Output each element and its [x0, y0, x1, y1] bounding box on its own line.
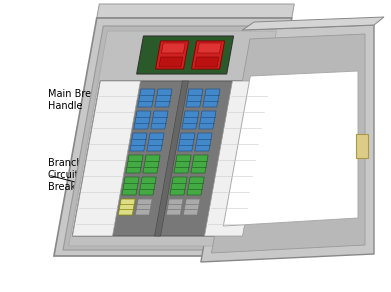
Polygon shape — [130, 133, 147, 151]
Polygon shape — [159, 57, 183, 67]
Polygon shape — [118, 199, 135, 215]
Polygon shape — [97, 4, 294, 18]
Polygon shape — [156, 41, 188, 69]
Polygon shape — [166, 199, 183, 215]
Polygon shape — [178, 133, 195, 151]
Polygon shape — [191, 155, 208, 173]
Polygon shape — [174, 155, 191, 173]
Polygon shape — [212, 34, 365, 253]
Text: Main Breaker
Handle: Main Breaker Handle — [48, 56, 181, 111]
Polygon shape — [72, 81, 140, 236]
Polygon shape — [126, 155, 143, 173]
Polygon shape — [192, 41, 224, 69]
Polygon shape — [197, 43, 221, 53]
Polygon shape — [63, 26, 282, 250]
Polygon shape — [54, 18, 292, 256]
Polygon shape — [186, 89, 203, 107]
Polygon shape — [154, 81, 188, 236]
Polygon shape — [151, 111, 168, 129]
Polygon shape — [137, 36, 233, 74]
Polygon shape — [72, 81, 271, 236]
Polygon shape — [183, 199, 200, 215]
Polygon shape — [182, 111, 199, 129]
Polygon shape — [199, 111, 216, 129]
Polygon shape — [223, 71, 358, 226]
Polygon shape — [195, 57, 219, 67]
Polygon shape — [134, 111, 151, 129]
Polygon shape — [201, 25, 374, 262]
Polygon shape — [170, 177, 187, 195]
Polygon shape — [138, 89, 155, 107]
Polygon shape — [69, 31, 276, 246]
Polygon shape — [135, 199, 152, 215]
Polygon shape — [122, 177, 139, 195]
Polygon shape — [143, 155, 160, 173]
Polygon shape — [195, 133, 212, 151]
Polygon shape — [161, 43, 185, 53]
Polygon shape — [147, 133, 164, 151]
Polygon shape — [203, 89, 220, 107]
Polygon shape — [204, 81, 271, 236]
Text: Branch
Circuit
Breakers: Branch Circuit Breakers — [48, 123, 146, 192]
Polygon shape — [187, 177, 204, 195]
Polygon shape — [139, 177, 156, 195]
Polygon shape — [356, 134, 368, 158]
Polygon shape — [242, 17, 384, 30]
Polygon shape — [155, 89, 172, 107]
